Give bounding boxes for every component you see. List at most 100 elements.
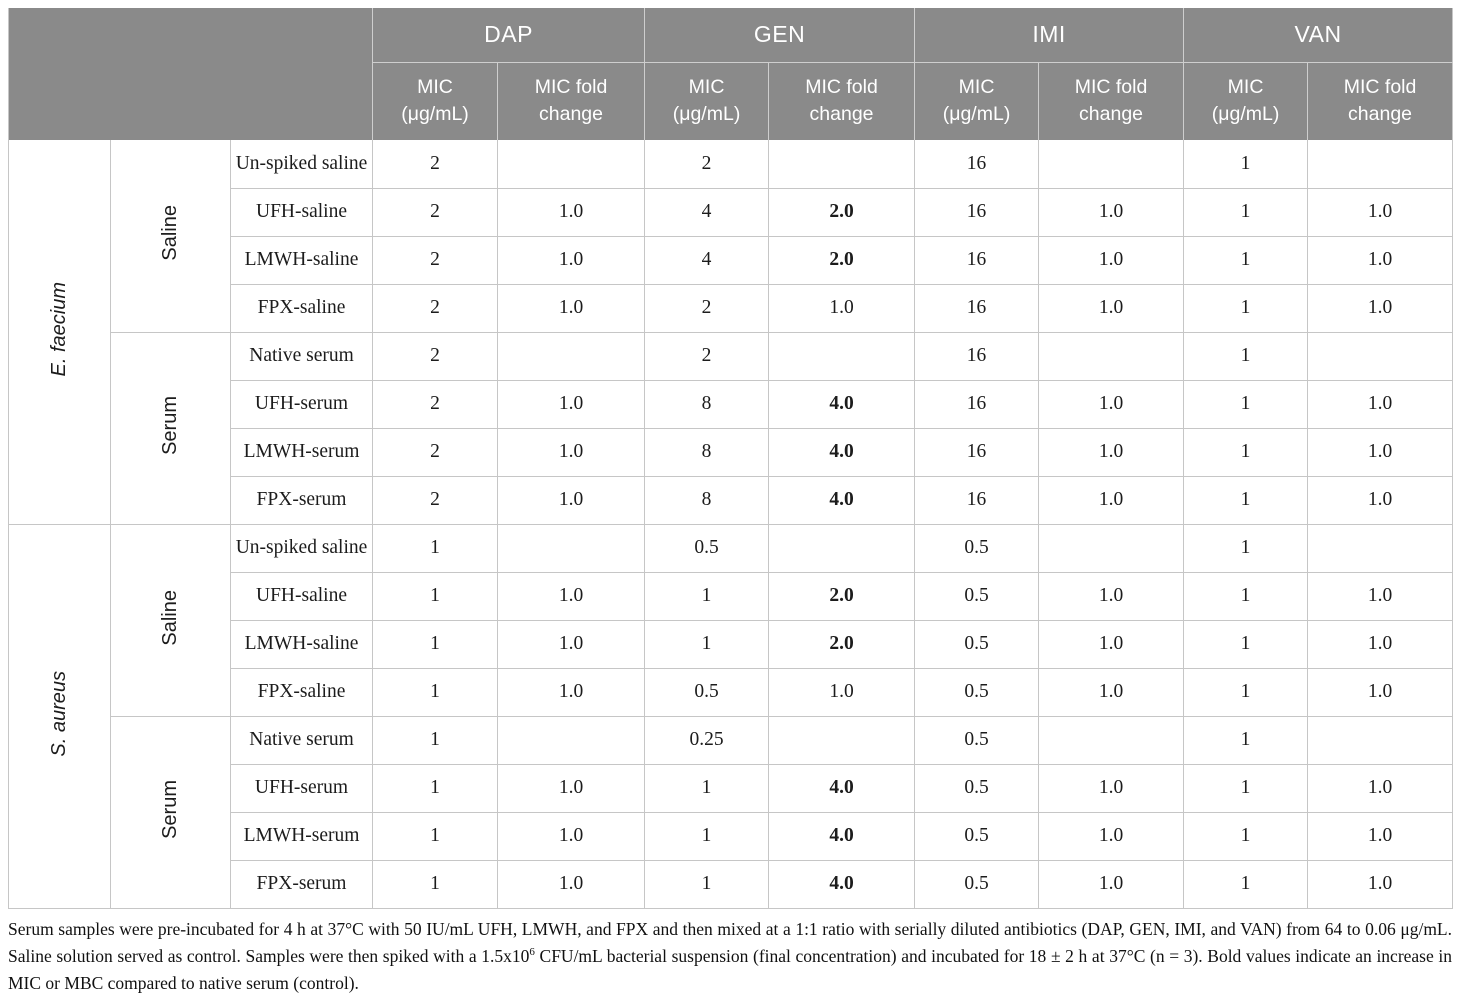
mic-value: 2 xyxy=(372,428,498,477)
mic-value: 1 xyxy=(1183,860,1308,909)
fold-change-value: 1.0 xyxy=(1307,812,1453,861)
antibiotic-header-row: DAP GEN IMI VAN xyxy=(8,8,1453,140)
table-row: S. aureus Saline Un-spiked saline 1 0.5 0.5 1 xyxy=(8,524,1453,909)
mic-value: 1 xyxy=(372,716,498,765)
subheader-fold-label: MIC fold change xyxy=(534,75,608,126)
footnote-text-2: CFU/mL bacterial suspension (final conce… xyxy=(8,945,1453,993)
fold-change-value xyxy=(1307,332,1453,381)
mic-value: 0.25 xyxy=(644,716,769,765)
organism-cell: E. faecium xyxy=(8,140,111,525)
mic-value: 16 xyxy=(914,284,1039,333)
fold-change-value: 1.0 xyxy=(497,668,645,717)
table-header: DAP GEN IMI VAN MIC (μg/mL) MIC fold cha… xyxy=(8,8,1453,140)
fold-change-value: 1.0 xyxy=(1307,188,1453,237)
fold-change-value: 1.0 xyxy=(1307,572,1453,621)
fold-change-value: 1.0 xyxy=(1038,188,1184,237)
mic-value: 1 xyxy=(644,572,769,621)
fold-change-value: 1.0 xyxy=(1307,236,1453,285)
mic-value: 0.5 xyxy=(914,620,1039,669)
row-label: LMWH-serum xyxy=(229,428,373,477)
fold-change-value: 2.0 xyxy=(768,572,915,621)
mic-value: 4 xyxy=(644,188,769,237)
mic-value: 2 xyxy=(372,476,498,525)
row-label: LMWH-saline xyxy=(229,620,373,669)
mic-value: 0.5 xyxy=(644,524,769,573)
fold-change-value: 2.0 xyxy=(768,236,915,285)
fold-change-value: 1.0 xyxy=(768,668,915,717)
mic-value: 1 xyxy=(1183,476,1308,525)
mic-value: 1 xyxy=(1183,284,1308,333)
fold-change-value xyxy=(497,332,645,381)
mic-value: 0.5 xyxy=(914,716,1039,765)
table-row: UFH-serum 1 1.0 1 4.0 0.5 1.0 1 1.0 xyxy=(9,764,1453,813)
mic-value: 1 xyxy=(644,860,769,909)
mic-value: 1 xyxy=(1183,764,1308,813)
mic-value: 1 xyxy=(644,620,769,669)
header-imi: IMI xyxy=(914,8,1184,62)
mic-value: 1 xyxy=(1183,236,1308,285)
fold-change-value: 1.0 xyxy=(497,188,645,237)
mic-value: 16 xyxy=(914,476,1039,525)
mic-value: 1 xyxy=(1183,428,1308,477)
mic-value: 2 xyxy=(372,140,498,189)
table-row: Serum Native serum 2 2 16 1 xyxy=(9,332,1453,525)
row-label: LMWH-serum xyxy=(229,812,373,861)
mic-value: 1 xyxy=(1183,716,1308,765)
table-row: E. faecium Saline Un-spiked saline 2 2 16 1 xyxy=(8,140,1453,525)
fold-change-value: 4.0 xyxy=(768,476,915,525)
mic-value: 0.5 xyxy=(914,764,1039,813)
fold-change-value: 1.0 xyxy=(497,428,645,477)
subheader-mic: MIC (μg/mL) xyxy=(914,61,1039,140)
row-label: Un-spiked saline xyxy=(229,140,373,189)
mic-value: 1 xyxy=(1183,188,1308,237)
corner-cell xyxy=(8,8,373,140)
row-label: Un-spiked saline xyxy=(229,524,373,573)
fold-change-value: 1.0 xyxy=(1307,428,1453,477)
fold-change-value: 1.0 xyxy=(1307,668,1453,717)
fold-change-value: 1.0 xyxy=(1038,572,1184,621)
fold-change-value: 1.0 xyxy=(1038,812,1184,861)
table-row: LMWH-serum 2 1.0 8 4.0 16 1.0 1 1.0 xyxy=(9,428,1453,477)
footnote-text-1: Serum samples were pre-incubated for 4 h… xyxy=(8,918,1452,966)
fold-change-value: 2.0 xyxy=(768,188,915,237)
fold-change-value: 1.0 xyxy=(497,476,645,525)
row-label: FPX-saline xyxy=(229,284,373,333)
mic-value: 1 xyxy=(372,524,498,573)
medium-group-cell: Serum xyxy=(110,716,231,909)
fold-change-value: 1.0 xyxy=(497,284,645,333)
header-dap: DAP xyxy=(372,8,645,62)
table-row: UFH-serum 2 1.0 8 4.0 16 1.0 1 1.0 xyxy=(9,380,1453,429)
mic-value: 2 xyxy=(372,236,498,285)
mic-value: 1 xyxy=(1183,524,1308,573)
mic-value: 1 xyxy=(372,860,498,909)
organism-label: S. aureus xyxy=(48,670,70,757)
row-label: FPX-serum xyxy=(229,476,373,525)
fold-change-value: 2.0 xyxy=(768,620,915,669)
fold-change-value xyxy=(768,524,915,573)
mic-value: 0.5 xyxy=(914,668,1039,717)
fold-change-value: 4.0 xyxy=(768,764,915,813)
subheader-mic-label: MIC (μg/mL) xyxy=(401,75,469,126)
footnote-superscript: 6 xyxy=(529,945,535,958)
mic-value: 16 xyxy=(914,380,1039,429)
medium-group-cell: Saline xyxy=(110,524,231,717)
mic-value: 0.5 xyxy=(914,860,1039,909)
table-row: FPX-saline 1 1.0 0.5 1.0 0.5 1.0 1 1.0 xyxy=(9,668,1453,717)
table-row: LMWH-saline 1 1.0 1 2.0 0.5 1.0 1 1.0 xyxy=(9,620,1453,669)
fold-change-value: 1.0 xyxy=(497,860,645,909)
mic-value: 0.5 xyxy=(644,668,769,717)
mic-value: 0.5 xyxy=(914,572,1039,621)
fold-change-value: 1.0 xyxy=(1307,764,1453,813)
fold-change-value xyxy=(497,716,645,765)
fold-change-value: 4.0 xyxy=(768,380,915,429)
mic-value: 1 xyxy=(1183,380,1308,429)
medium-group-label: Saline xyxy=(159,589,181,646)
mic-table: DAP GEN IMI VAN MIC (μg/mL) MIC fold cha… xyxy=(8,8,1454,909)
table-row: UFH-saline 2 1.0 4 2.0 16 1.0 1 1.0 xyxy=(9,188,1453,237)
subheader-mic-label: MIC (μg/mL) xyxy=(672,75,741,126)
mic-value: 16 xyxy=(914,188,1039,237)
mic-value: 2 xyxy=(644,284,769,333)
medium-group-label: Serum xyxy=(159,396,181,455)
header-van: VAN xyxy=(1183,8,1453,62)
row-label: FPX-saline xyxy=(229,668,373,717)
